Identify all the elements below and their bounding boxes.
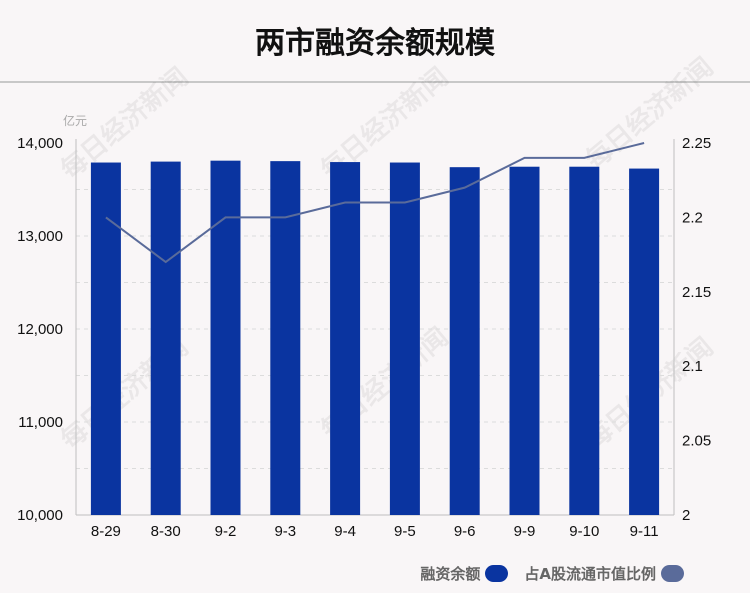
y-left-tick-label: 14,000 — [17, 135, 63, 152]
y-left-tick-label: 11,000 — [18, 414, 63, 431]
x-tick-label: 9-6 — [454, 523, 476, 540]
x-tick-label: 9-11 — [630, 523, 659, 540]
bar — [449, 167, 480, 515]
x-tick-label: 9-4 — [334, 523, 356, 540]
y-left-tick-label: 10,000 — [17, 507, 63, 524]
x-tick-label: 9-9 — [514, 523, 536, 540]
bar — [210, 160, 241, 516]
bar — [389, 162, 420, 515]
x-tick-label: 9-5 — [394, 523, 416, 540]
legend: 融资余额 占A股流通市值比例 — [404, 563, 684, 584]
title-divider — [0, 81, 750, 83]
x-tick-label: 9-3 — [274, 523, 296, 540]
y-left-tick-label: 13,000 — [17, 228, 63, 245]
legend-item-ratio: 占A股流通市值比例 — [524, 563, 684, 584]
y-left-tick-label: 12,000 — [17, 321, 63, 338]
legend-label-ratio: 占A股流通市值比例 — [524, 565, 656, 583]
ratio-line — [105, 142, 645, 264]
bar — [509, 166, 540, 515]
y-right-tick-label: 2 — [682, 507, 690, 524]
bar-series — [90, 160, 660, 516]
y-right-tick-label: 2.15 — [682, 284, 711, 301]
x-tick-label: 9-2 — [215, 523, 237, 540]
x-tick-label: 8-29 — [91, 523, 121, 540]
y-right-tick-label: 2.25 — [682, 135, 711, 152]
bar — [90, 162, 121, 515]
legend-swatch-ratio — [661, 565, 684, 582]
y-right-tick-label: 2.2 — [682, 209, 703, 226]
legend-swatch-balance — [485, 565, 509, 582]
line-series — [105, 142, 645, 264]
bar — [270, 161, 301, 515]
legend-label-balance: 融资余额 — [420, 565, 481, 583]
bar — [629, 168, 660, 515]
y-right-tick-label: 2.1 — [682, 358, 703, 375]
y-left-unit: 亿元 — [63, 113, 87, 128]
x-tick-label: 9-10 — [569, 523, 599, 540]
bar — [569, 166, 600, 515]
y-right-tick-label: 2.05 — [682, 433, 711, 450]
bar — [330, 162, 361, 515]
watermark-2: 每日经济新闻 — [580, 51, 719, 175]
x-tick-label: 8-30 — [151, 523, 181, 540]
bar — [150, 161, 181, 515]
chart-title: 两市融资余额规模 — [255, 26, 495, 61]
legend-item-balance: 融资余额 — [420, 563, 509, 584]
